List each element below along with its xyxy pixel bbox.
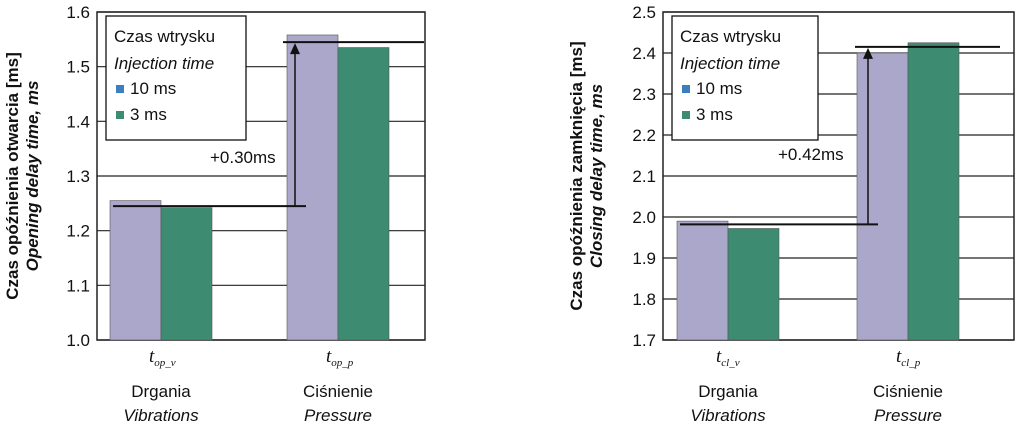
y-tick-label: 2.3	[632, 85, 656, 104]
bar-3ms-pressure	[907, 42, 960, 341]
y-axis-label: Czas opóźnienia otwarcia [ms]	[3, 52, 22, 300]
legend-marker-10ms	[116, 85, 124, 93]
y-tick-label: 1.1	[66, 276, 90, 295]
difference-arrow-head	[290, 43, 300, 55]
bar-3ms-pressure	[337, 47, 390, 341]
y-tick-label: 2.5	[632, 3, 656, 22]
category-symbol-base: t	[326, 346, 332, 367]
category-translation: Pressure	[304, 406, 372, 425]
category-translation: Vibrations	[690, 406, 766, 425]
legend-entry-10ms: 10 ms	[696, 79, 742, 98]
y-tick-label: 1.3	[66, 167, 90, 186]
category-symbol-base: t	[149, 346, 155, 367]
category-symbol: top_v	[149, 346, 176, 369]
y-tick-label: 1.6	[66, 3, 90, 22]
category-translation: Pressure	[874, 406, 942, 425]
y-tick-label: 1.9	[632, 249, 656, 268]
legend-title-translation: Injection time	[680, 54, 780, 73]
legend-entry-3ms: 3 ms	[696, 105, 733, 124]
y-tick-label: 2.1	[632, 167, 656, 186]
legend: Czas wtrysku Injection time 10 ms 3 ms	[105, 15, 247, 141]
y-tick-label: 1.4	[66, 112, 90, 131]
chart-panel-2: 1.71.81.92.02.12.22.32.42.5tcl_vDrganiaV…	[567, 3, 1015, 425]
legend-title: Czas wtrysku	[680, 27, 781, 46]
y-tick-label: 1.2	[66, 222, 90, 241]
difference-arrow-head	[863, 47, 873, 59]
y-tick-label: 1.0	[66, 331, 90, 350]
category-symbol-base: t	[896, 346, 902, 367]
category-symbol: tcl_p	[896, 346, 921, 369]
category-translation: Vibrations	[123, 406, 199, 425]
bar-3ms-vibrations	[727, 228, 780, 341]
legend-title-translation: Injection time	[114, 54, 214, 73]
legend-marker-3ms	[682, 111, 690, 119]
category-symbol: tcl_v	[716, 346, 740, 369]
y-axis-label-translation: Closing delay time, ms	[587, 84, 606, 268]
category-symbol-sub: op_v	[154, 357, 176, 369]
category-label: Ciśnienie	[873, 382, 943, 401]
chart-panel-1: 1.01.11.21.31.41.51.6top_vDrganiaVibrati…	[3, 3, 426, 425]
category-symbol-base: t	[716, 346, 722, 367]
y-axis-label-translation: Opening delay time, ms	[23, 81, 42, 272]
category-label: Ciśnienie	[303, 382, 373, 401]
bar-10ms-vibrations	[676, 220, 729, 341]
legend-marker-3ms	[116, 111, 124, 119]
y-tick-label: 1.7	[632, 331, 656, 350]
category-symbol: top_p	[326, 346, 354, 369]
y-tick-label: 2.0	[632, 208, 656, 227]
y-axis-label: Czas opóźnienia zamknięcia [ms]	[567, 41, 586, 310]
category-symbol-sub: cl_p	[901, 357, 920, 369]
legend-box	[105, 15, 247, 141]
bar-3ms-vibrations	[160, 207, 213, 341]
category-label: Drgania	[131, 382, 191, 401]
y-tick-label: 2.4	[632, 44, 656, 63]
legend-marker-10ms	[682, 85, 690, 93]
y-tick-label: 2.2	[632, 126, 656, 145]
legend-entry-3ms: 3 ms	[130, 105, 167, 124]
category-symbol-sub: op_p	[331, 357, 354, 369]
plot-frame	[662, 11, 1015, 341]
category-symbol-sub: cl_v	[721, 357, 739, 369]
y-tick-label: 1.5	[66, 58, 90, 77]
legend-entry-10ms: 10 ms	[130, 79, 176, 98]
legend-title: Czas wtrysku	[114, 27, 215, 46]
y-tick-label: 1.8	[632, 290, 656, 309]
difference-annotation: +0.30ms	[210, 148, 276, 167]
legend-box	[671, 15, 819, 141]
legend: Czas wtrysku Injection time 10 ms 3 ms	[671, 15, 819, 141]
category-label: Drgania	[698, 382, 758, 401]
bar-10ms-pressure	[856, 52, 909, 341]
plot-frame	[96, 11, 426, 341]
difference-annotation: +0.42ms	[778, 145, 844, 164]
bar-10ms-vibrations	[109, 200, 162, 341]
